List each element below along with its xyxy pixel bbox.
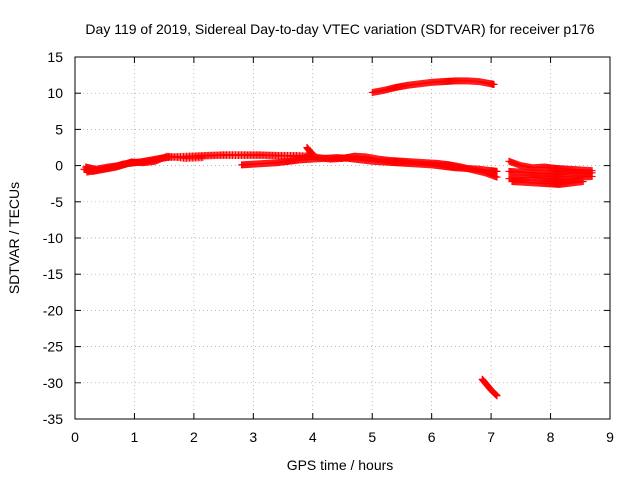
chart-title: Day 119 of 2019, Sidereal Day-to-day VTE…: [85, 21, 594, 37]
data-point: [493, 173, 501, 181]
data-track: [368, 77, 498, 96]
data-point: [490, 81, 498, 89]
y-axis-label: SDTVAR / TECUs: [6, 182, 22, 294]
data-point: [309, 150, 317, 158]
x-tick-label: 2: [190, 429, 198, 445]
x-tick-label: 9: [606, 429, 614, 445]
y-tick-label: -10: [43, 230, 63, 246]
y-tick-label: -35: [43, 411, 63, 427]
x-tick-label: 8: [547, 429, 555, 445]
data-points: [80, 77, 596, 400]
y-tick-label: -20: [43, 302, 63, 318]
x-tick-label: 6: [428, 429, 436, 445]
data-track: [303, 151, 501, 181]
data-point: [579, 178, 587, 186]
x-tick-label: 7: [487, 429, 495, 445]
data-point: [199, 154, 207, 162]
y-tick-label: 0: [55, 158, 63, 174]
x-tick-label: 5: [368, 429, 376, 445]
data-track: [508, 178, 587, 188]
y-tick-label: -30: [43, 375, 63, 391]
y-tick-label: -15: [43, 266, 63, 282]
y-tick-label: 15: [47, 49, 63, 65]
y-tick-label: -5: [51, 194, 64, 210]
x-tick-label: 1: [131, 429, 139, 445]
data-point: [588, 172, 596, 180]
grid-lines: [75, 57, 610, 419]
y-tick-label: 10: [47, 85, 63, 101]
data-track: [478, 375, 501, 400]
x-tick-label: 0: [71, 429, 79, 445]
x-axis-label: GPS time / hours: [287, 457, 394, 473]
data-track: [303, 144, 317, 158]
data-point: [493, 392, 501, 400]
axis-ticks: 0 1 2 3 4 5 6 7 8 9 15 10 5 0 -5 -10 -15 -20 -25 -30 -35: [43, 49, 614, 445]
y-tick-label: 5: [55, 121, 63, 137]
y-tick-label: -25: [43, 339, 63, 355]
data-track: [82, 152, 207, 173]
plot-frame: [74, 56, 611, 420]
x-tick-label: 4: [309, 429, 317, 445]
x-tick-label: 3: [249, 429, 257, 445]
